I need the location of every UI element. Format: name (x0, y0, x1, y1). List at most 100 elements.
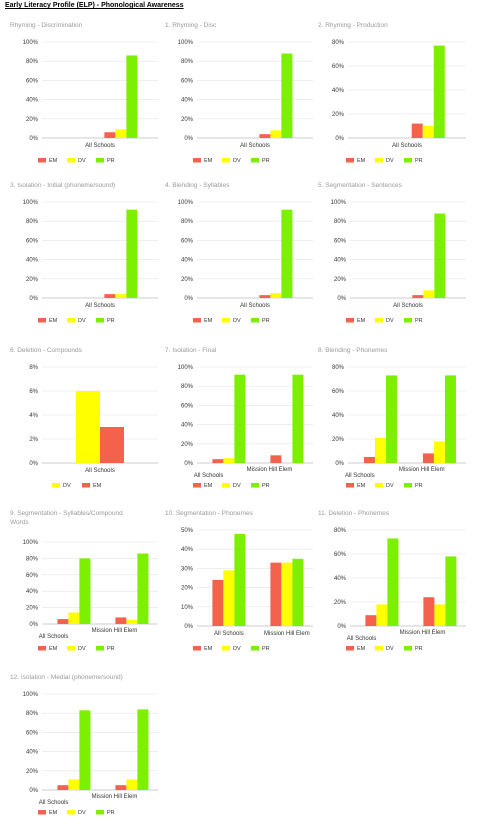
legend-swatch-em (193, 318, 201, 323)
bar-pr (137, 553, 149, 624)
bar-pr (281, 53, 293, 138)
legend-swatch-dv (222, 646, 230, 651)
bar-pr (234, 374, 246, 463)
y-tick-label: 0% (29, 788, 38, 794)
legend-label-pr: PR (262, 158, 270, 164)
bar-em (422, 453, 434, 463)
y-tick-label: 50% (181, 528, 194, 534)
y-tick-label: 20% (26, 606, 39, 612)
bar-em (412, 295, 424, 298)
y-tick-label: 80% (332, 40, 345, 46)
y-tick-label: 2% (29, 437, 38, 443)
legend-label-pr: PR (415, 158, 423, 164)
chart-svg: 1. Rhyming - Disc 0% 20% 40% 60% 80% 100% All S… (165, 22, 313, 164)
y-tick-label: 60% (26, 573, 39, 579)
y-tick-label: 0% (184, 624, 193, 630)
bar-em (104, 294, 116, 298)
legend-label-em: EM (49, 318, 58, 324)
legend-swatch-pr (404, 158, 412, 163)
legend-swatch-dv (222, 158, 230, 163)
bar-pr (234, 533, 246, 626)
x-category-label: All Schools (194, 473, 224, 479)
chart-svg: 11. Deletion - Phonemes 0% 20% 40% 60% 80% All… (318, 510, 466, 652)
legend-label-em: EM (204, 158, 213, 164)
bar-dv (374, 437, 386, 463)
y-tick-label: 40% (26, 589, 39, 595)
legend-swatch-em (38, 646, 46, 651)
bar-em (270, 455, 282, 463)
y-tick-label: 20% (334, 277, 347, 283)
y-tick-label: 80% (334, 528, 347, 534)
y-tick-label: 60% (332, 64, 345, 70)
y-tick-label: 0% (29, 461, 38, 467)
y-tick-label: 60% (181, 238, 194, 244)
y-tick-label: 40% (181, 258, 194, 264)
bar-dv (281, 562, 293, 626)
bar-pr (387, 538, 399, 626)
chart-title: 7. Isolation - Final (165, 347, 217, 354)
y-tick-label: 20% (181, 277, 194, 283)
bar-dv (422, 126, 434, 138)
bar-dv (423, 290, 435, 298)
chart-svg: 10. Segmentation - Phonemes 0% 10% 20% 30% 40… (165, 510, 313, 652)
legend-swatch-em (346, 483, 354, 488)
legend-swatch-pr (251, 646, 259, 651)
x-category-label: All Schools (214, 631, 244, 637)
legend-label-em: EM (357, 158, 366, 164)
legend-label-pr: PR (107, 646, 115, 652)
chart-panel: 2. Rhyming - Production 0% 20% 40% 60% 80% All… (318, 20, 473, 180)
legend-swatch-pr (96, 318, 104, 323)
chart-title: 4. Blending - Syllables (165, 182, 230, 189)
bar-em (57, 619, 69, 624)
x-category-label: All Schools (85, 303, 115, 309)
y-tick-label: 6% (29, 389, 38, 395)
chart-panel: 5. Segmentation - Sentences 0% 20% 40% 60% 80… (318, 180, 473, 340)
y-tick-label: 40% (26, 258, 39, 264)
y-tick-label: 10% (181, 605, 194, 611)
x-category-label: Mission Hill Elem (264, 631, 310, 637)
chart-title: 9. Segmentation - Syllables/Compound (10, 510, 123, 517)
bar-em (423, 597, 435, 626)
x-category-label: All Schools (240, 143, 270, 149)
legend-label-pr: PR (262, 483, 270, 489)
chart-title: 5. Segmentation - Sentences (318, 182, 403, 189)
y-tick-label: 80% (181, 384, 194, 390)
legend-label-dv: DV (233, 158, 241, 164)
bar-pr (126, 55, 138, 138)
chart-panel: 7. Isolation - Final 0% 20% 40% 60% 80% 100% Al… (165, 345, 320, 505)
y-tick-label: 60% (334, 238, 347, 244)
y-tick-label: 0% (29, 296, 38, 302)
legend-label-dv: DV (78, 646, 86, 652)
x-category-label: All Schools (345, 473, 375, 479)
legend-swatch-pr (251, 318, 259, 323)
legend-swatch-pr (96, 158, 104, 163)
y-tick-label: 0% (337, 296, 346, 302)
y-tick-label: 80% (334, 219, 347, 225)
y-tick-label: 20% (181, 586, 194, 592)
y-tick-label: 100% (178, 40, 194, 46)
legend-swatch-em (193, 646, 201, 651)
x-category-label: All Schools (392, 143, 422, 149)
y-tick-label: 60% (332, 389, 345, 395)
bar-dv (434, 604, 446, 626)
chart-panel: 8. Blending - Phonemes 0% 20% 40% 60% 80% All … (318, 345, 473, 505)
y-tick-label: 100% (23, 540, 39, 546)
y-tick-label: 20% (26, 769, 39, 775)
y-tick-label: 0% (184, 136, 193, 142)
y-tick-label: 100% (23, 40, 39, 46)
legend-swatch-pr (404, 483, 412, 488)
y-tick-label: 80% (181, 59, 194, 65)
chart-title: 1. Rhyming - Disc (165, 22, 217, 29)
x-category-label: All Schools (240, 303, 270, 309)
bar-pr (292, 374, 304, 463)
bar-dv (270, 293, 282, 298)
bar-em (259, 134, 271, 138)
bar-pr (292, 558, 304, 626)
chart-svg: 4. Blending - Syllables 0% 20% 40% 60% 80% 100… (165, 182, 313, 324)
y-tick-label: 0% (29, 136, 38, 142)
y-tick-label: 60% (181, 403, 194, 409)
chart-panel: 1. Rhyming - Disc 0% 20% 40% 60% 80% 100% All S… (165, 20, 320, 180)
y-tick-label: 100% (178, 365, 194, 371)
chart-title: 3. Isolation - Initial (phoneme/sound) (10, 182, 115, 189)
y-tick-label: 0% (29, 622, 38, 628)
